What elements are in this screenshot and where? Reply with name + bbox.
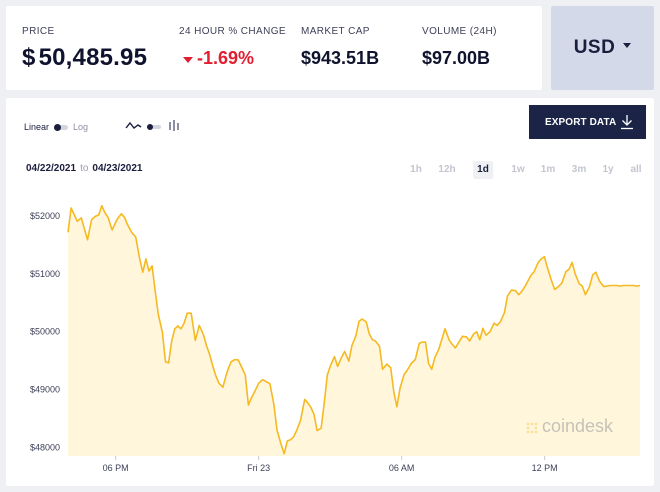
- price-label: PRICE: [22, 26, 55, 37]
- log-label[interactable]: Log: [73, 122, 89, 132]
- date-range-separator: to: [80, 163, 89, 174]
- y-tick-label: $48000: [30, 442, 60, 452]
- price-currency-symbol: $: [22, 44, 36, 71]
- range-button-3m[interactable]: 3m: [571, 164, 587, 175]
- market-cap-label: MARKET CAP: [301, 26, 370, 37]
- linear-label[interactable]: Linear: [24, 122, 50, 132]
- x-tick-label: Fri 23: [247, 463, 270, 473]
- range-button-all[interactable]: all: [630, 164, 642, 175]
- candle-chart-icon-bar-1: [169, 122, 171, 130]
- y-tick-label: $52000: [30, 211, 60, 221]
- currency-label: USD: [573, 37, 616, 58]
- date-to[interactable]: 04/23/2021: [92, 163, 143, 174]
- chart-type-switch-knob: [147, 124, 153, 130]
- scale-toggle[interactable]: Linear Log: [24, 122, 88, 132]
- range-button-1w[interactable]: 1w: [511, 164, 525, 175]
- change-value-row: -1.69%: [179, 48, 286, 69]
- caret-down-icon: [623, 42, 632, 48]
- price-area-fill: [68, 205, 640, 456]
- candle-chart-icon-bar-3: [177, 123, 179, 130]
- market-cap-value: $943.51B: [301, 48, 380, 68]
- date-from[interactable]: 04/22/2021: [26, 163, 77, 174]
- market-cap-stat: MARKET CAP $943.51B: [301, 26, 379, 69]
- range-button-1m[interactable]: 1m: [540, 164, 556, 175]
- x-tick-label: 12 PM: [532, 463, 558, 473]
- scale-switch[interactable]: [54, 123, 69, 131]
- change-stat: 24 HOUR % CHANGE -1.69%: [179, 26, 286, 69]
- price-line: [67, 204, 641, 455]
- y-tick-label: $50000: [30, 327, 60, 337]
- chart-type-icons[interactable]: [125, 119, 185, 133]
- line-chart-icon: [125, 121, 142, 129]
- download-icon: [621, 115, 633, 130]
- chart-type-toggle[interactable]: [125, 119, 185, 133]
- volume-value: $97.00B: [422, 48, 491, 68]
- currency-selector[interactable]: USD: [551, 6, 654, 90]
- watermark-text: coindesk: [542, 416, 614, 436]
- price-stat: PRICE $50,485.95: [22, 26, 147, 72]
- range-button-1h[interactable]: 1h: [410, 164, 422, 175]
- range-button-12h[interactable]: 12h: [438, 164, 456, 175]
- candle-chart-icon-bar-2: [173, 120, 175, 131]
- x-tick-label: 06 PM: [103, 463, 129, 473]
- change-label: 24 HOUR % CHANGE: [179, 26, 286, 37]
- volume-stat: VOLUME (24H) $97.00B: [422, 26, 497, 69]
- price-amount: 50,485.95: [38, 44, 148, 71]
- y-tick-label: $51000: [30, 269, 60, 279]
- date-range: 04/22/2021 to 04/23/2021: [26, 163, 142, 174]
- volume-label: VOLUME (24H): [422, 26, 497, 37]
- range-button-1d[interactable]: 1d: [473, 161, 493, 179]
- x-tick-label: 06 AM: [389, 463, 415, 473]
- export-data-button[interactable]: EXPORT DATA: [529, 105, 646, 139]
- range-button-1y[interactable]: 1y: [602, 164, 614, 175]
- range-selector: 1h 12h 1d 1w 1m 3m 1y all: [396, 161, 646, 179]
- coindesk-watermark: coindesk: [526, 416, 614, 436]
- y-tick-label: $49000: [30, 385, 60, 395]
- scale-switch-knob: [54, 123, 62, 131]
- stats-card: PRICE $50,485.95 24 HOUR % CHANGE -1.69%…: [6, 6, 542, 90]
- change-value: -1.69%: [197, 48, 255, 68]
- price-value: $50,485.95: [22, 44, 147, 72]
- export-data-label: EXPORT DATA: [545, 116, 617, 128]
- down-arrow-icon: [183, 56, 193, 63]
